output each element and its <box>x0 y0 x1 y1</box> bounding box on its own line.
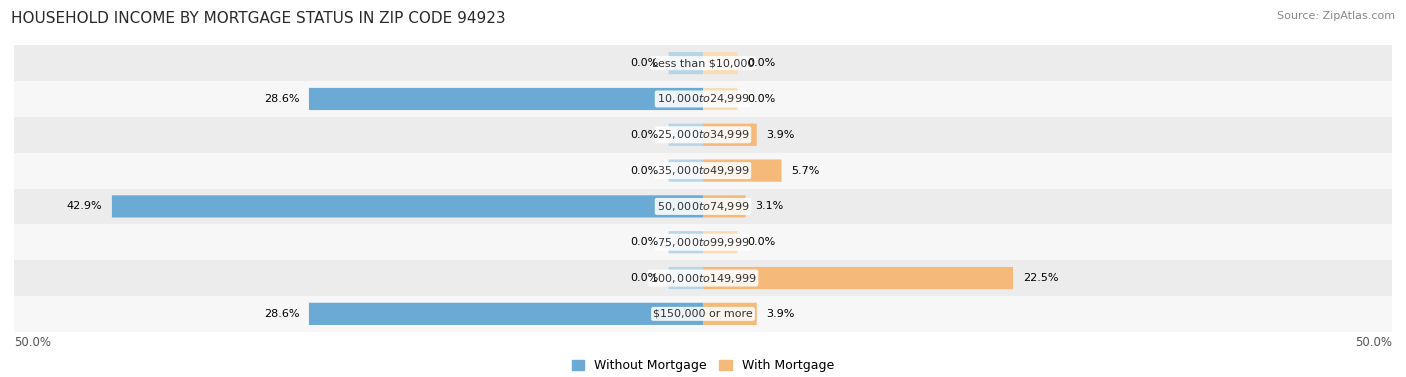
Text: 0.0%: 0.0% <box>747 94 775 104</box>
Bar <box>14 260 1392 296</box>
Bar <box>669 159 703 182</box>
Text: 22.5%: 22.5% <box>1022 273 1059 283</box>
Bar <box>703 195 745 218</box>
Bar <box>703 303 756 325</box>
Text: $25,000 to $34,999: $25,000 to $34,999 <box>657 128 749 141</box>
Bar <box>14 296 1392 332</box>
Bar <box>703 267 1012 289</box>
Text: 0.0%: 0.0% <box>631 237 659 247</box>
Bar <box>703 124 756 146</box>
Text: Less than $10,000: Less than $10,000 <box>652 58 754 68</box>
Text: 50.0%: 50.0% <box>14 336 51 349</box>
Bar <box>14 153 1392 188</box>
Bar <box>309 303 703 325</box>
Text: 3.1%: 3.1% <box>755 201 783 211</box>
Bar <box>14 45 1392 81</box>
Bar <box>703 88 738 110</box>
Text: 0.0%: 0.0% <box>747 58 775 68</box>
Bar <box>703 231 738 253</box>
Text: 0.0%: 0.0% <box>631 166 659 176</box>
Text: 28.6%: 28.6% <box>264 94 299 104</box>
Text: $150,000 or more: $150,000 or more <box>654 309 752 319</box>
Bar <box>669 231 703 253</box>
Text: 3.9%: 3.9% <box>766 130 794 140</box>
Bar <box>703 52 738 74</box>
Bar <box>14 188 1392 224</box>
Text: 0.0%: 0.0% <box>631 58 659 68</box>
Bar <box>669 267 703 289</box>
Text: 28.6%: 28.6% <box>264 309 299 319</box>
Text: 5.7%: 5.7% <box>792 166 820 176</box>
Text: HOUSEHOLD INCOME BY MORTGAGE STATUS IN ZIP CODE 94923: HOUSEHOLD INCOME BY MORTGAGE STATUS IN Z… <box>11 11 506 26</box>
Text: 50.0%: 50.0% <box>1355 336 1392 349</box>
Bar <box>703 159 782 182</box>
Text: $10,000 to $24,999: $10,000 to $24,999 <box>657 92 749 106</box>
Legend: Without Mortgage, With Mortgage: Without Mortgage, With Mortgage <box>567 354 839 377</box>
Text: $50,000 to $74,999: $50,000 to $74,999 <box>657 200 749 213</box>
Bar <box>669 124 703 146</box>
Text: 42.9%: 42.9% <box>66 201 103 211</box>
Text: $75,000 to $99,999: $75,000 to $99,999 <box>657 236 749 249</box>
Text: 0.0%: 0.0% <box>631 273 659 283</box>
Bar <box>14 81 1392 117</box>
Text: $35,000 to $49,999: $35,000 to $49,999 <box>657 164 749 177</box>
Text: 0.0%: 0.0% <box>631 130 659 140</box>
Text: 0.0%: 0.0% <box>747 237 775 247</box>
Text: Source: ZipAtlas.com: Source: ZipAtlas.com <box>1277 11 1395 21</box>
Text: 3.9%: 3.9% <box>766 309 794 319</box>
Bar <box>669 52 703 74</box>
Bar <box>14 117 1392 153</box>
Bar <box>112 195 703 218</box>
Bar <box>309 88 703 110</box>
Bar <box>14 224 1392 260</box>
Text: $100,000 to $149,999: $100,000 to $149,999 <box>650 271 756 285</box>
